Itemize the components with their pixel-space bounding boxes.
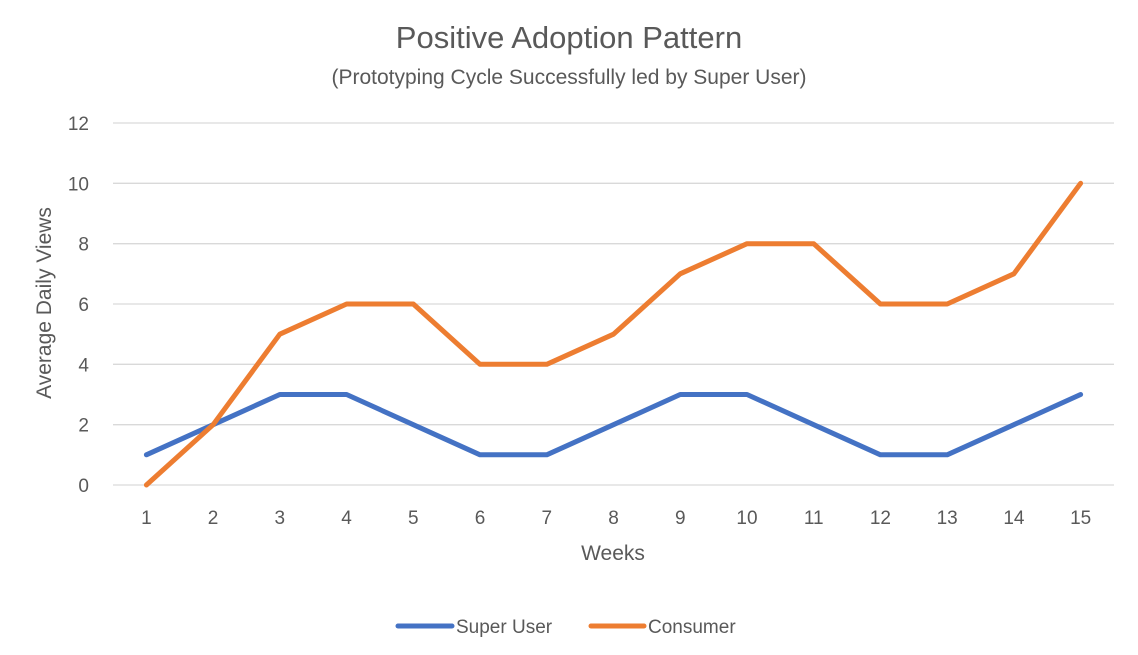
chart-title: Positive Adoption Pattern bbox=[396, 20, 742, 55]
x-axis-ticks: 1 2 3 4 5 6 7 8 9 10 11 12 13 14 15 bbox=[141, 508, 1091, 529]
x-tick-label: 11 bbox=[804, 508, 824, 529]
x-tick-label: 13 bbox=[937, 508, 958, 529]
y-tick-label: 10 bbox=[68, 174, 89, 195]
x-tick-label: 14 bbox=[1003, 508, 1025, 529]
x-tick-label: 7 bbox=[541, 508, 552, 529]
x-tick-label: 6 bbox=[475, 508, 486, 529]
y-tick-label: 6 bbox=[78, 295, 89, 316]
chart-subtitle: (Prototyping Cycle Successfully led by S… bbox=[331, 66, 806, 89]
y-tick-label: 2 bbox=[78, 416, 89, 437]
y-tick-label: 0 bbox=[78, 476, 89, 497]
x-tick-label: 2 bbox=[208, 508, 219, 529]
y-axis-label: Average Daily Views bbox=[33, 207, 56, 399]
x-tick-label: 9 bbox=[675, 508, 686, 529]
legend: Super User Consumer bbox=[395, 617, 736, 638]
legend-label: Super User bbox=[456, 617, 553, 638]
x-tick-label: 5 bbox=[408, 508, 419, 529]
series-line-super-user bbox=[143, 392, 1084, 458]
x-tick-label: 10 bbox=[736, 508, 757, 529]
legend-label: Consumer bbox=[648, 617, 736, 638]
x-tick-label: 3 bbox=[275, 508, 286, 529]
y-tick-label: 12 bbox=[68, 114, 89, 135]
x-tick-label: 1 bbox=[141, 508, 152, 529]
gridlines bbox=[113, 122, 1114, 486]
y-tick-label: 8 bbox=[78, 235, 89, 256]
x-tick-label: 15 bbox=[1070, 508, 1091, 529]
series-line-consumer bbox=[143, 180, 1084, 488]
x-tick-label: 4 bbox=[341, 508, 352, 529]
x-tick-label: 8 bbox=[608, 508, 619, 529]
series-lines bbox=[143, 180, 1084, 488]
y-axis-ticks: 0 2 4 6 8 10 12 bbox=[68, 114, 90, 497]
x-tick-label: 12 bbox=[870, 508, 891, 529]
x-axis-label: Weeks bbox=[581, 542, 645, 565]
y-tick-label: 4 bbox=[78, 355, 89, 376]
